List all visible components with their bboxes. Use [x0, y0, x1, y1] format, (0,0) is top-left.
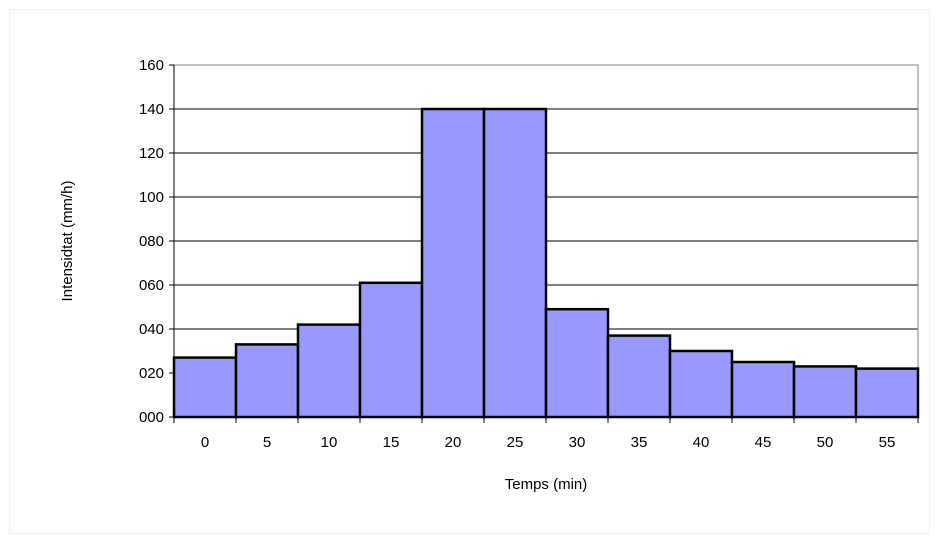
y-tick-label: 040 — [139, 321, 164, 338]
x-tick-label: 35 — [631, 434, 648, 451]
x-tick-label: 30 — [569, 434, 586, 451]
y-tick-label: 060 — [139, 277, 164, 294]
y-axis-title: Intensidtat (mm/h) — [59, 181, 76, 302]
x-tick-label: 40 — [693, 434, 710, 451]
bar — [420, 107, 486, 419]
y-tick-label: 160 — [139, 57, 164, 74]
y-tick-label: 140 — [139, 101, 164, 118]
x-tick-label: 15 — [383, 434, 400, 451]
bar — [668, 349, 734, 419]
y-tick-label: 100 — [139, 189, 164, 206]
x-axis-title: Temps (min) — [505, 476, 588, 493]
x-tick-label: 10 — [321, 434, 338, 451]
bar — [792, 365, 858, 419]
bar — [234, 343, 300, 419]
x-tick-label: 0 — [201, 434, 209, 451]
bar — [296, 323, 362, 419]
bar — [854, 367, 920, 419]
x-tick-label: 45 — [755, 434, 772, 451]
y-tick-label: 120 — [139, 145, 164, 162]
x-tick-label: 50 — [817, 434, 834, 451]
x-ticks: 0 5 10 15 20 25 30 35 40 45 50 55 — [173, 417, 919, 451]
x-tick-label: 20 — [445, 434, 462, 451]
y-tick-label: 020 — [139, 365, 164, 382]
y-tick-label: 080 — [139, 233, 164, 250]
y-ticks: 000 020 040 060 080 100 120 140 160 — [139, 57, 174, 426]
chart-frame — [9, 9, 930, 534]
bar — [172, 356, 238, 419]
x-tick-label: 5 — [263, 434, 271, 451]
bar — [730, 360, 796, 419]
bar — [606, 334, 672, 419]
x-tick-label: 55 — [879, 434, 896, 451]
bar — [358, 281, 424, 419]
x-tick-label: 25 — [507, 434, 524, 451]
bar — [482, 107, 548, 419]
y-tick-label: 000 — [139, 409, 164, 426]
bars — [172, 107, 920, 419]
bar — [544, 307, 610, 419]
